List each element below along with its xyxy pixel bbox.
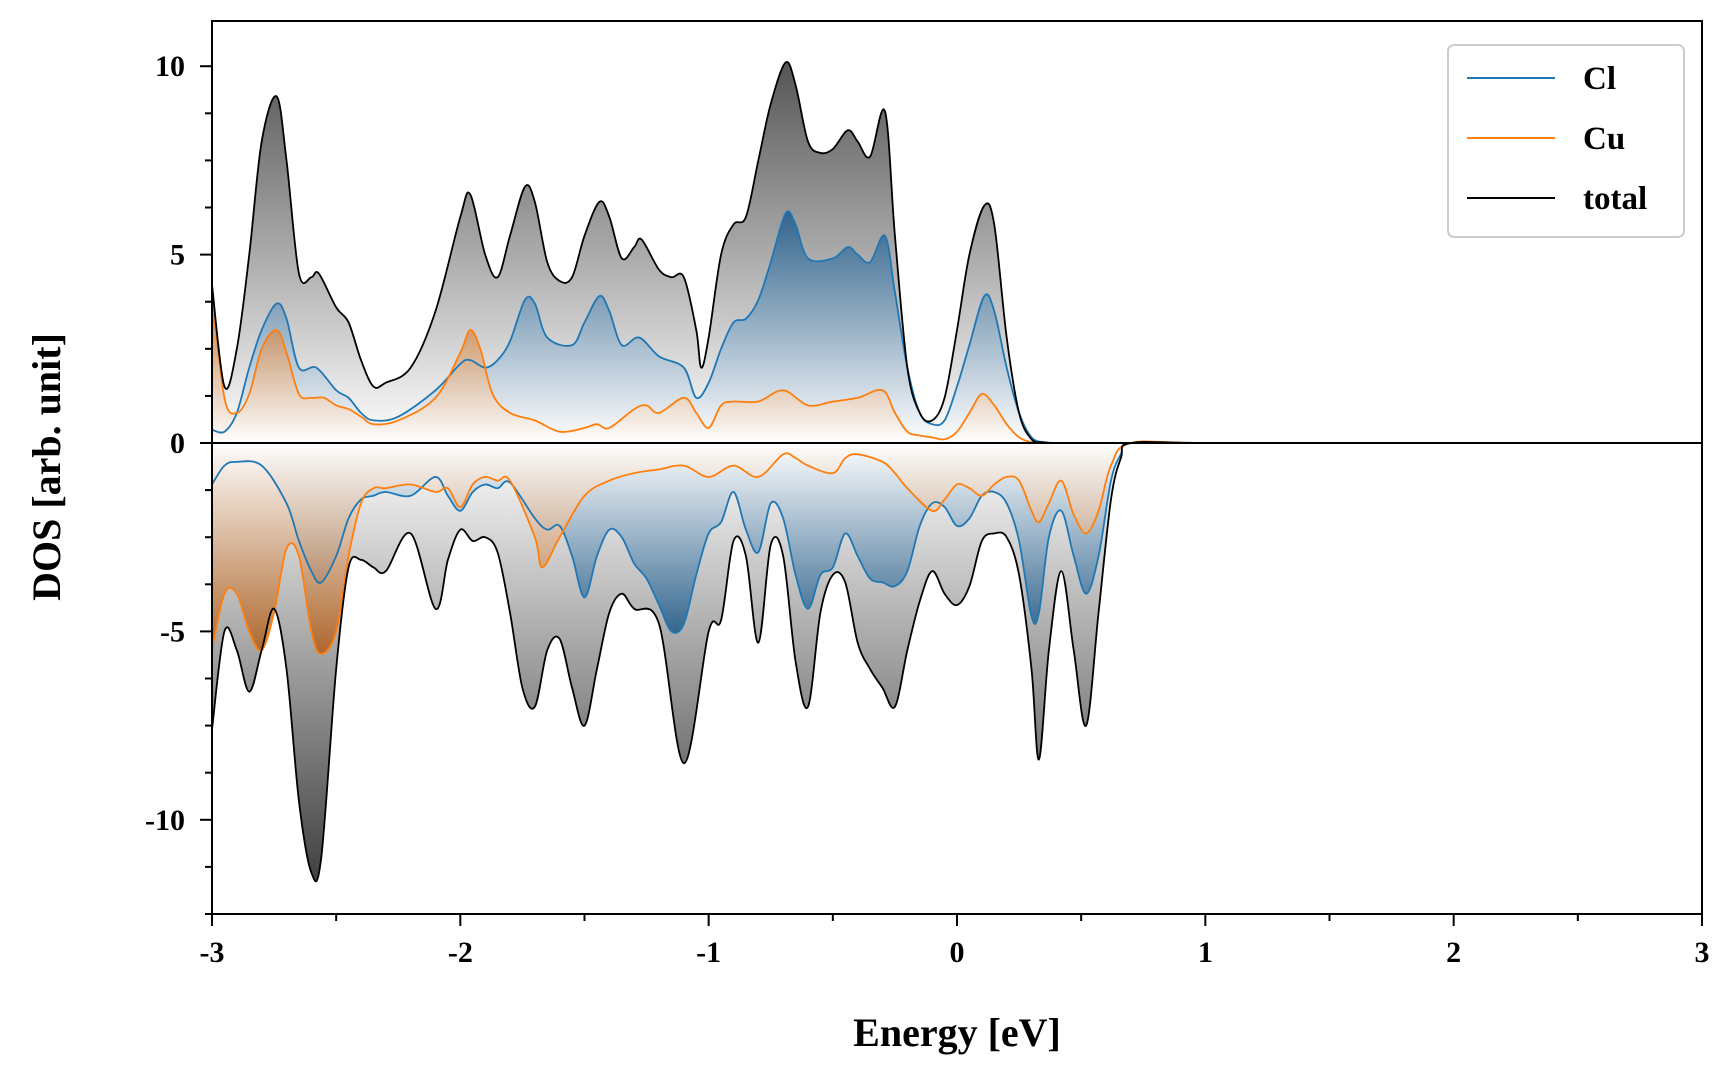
x-tick-labels: -3 -2 -1 0 1 2 3 <box>200 936 1710 969</box>
x-tick-label: 0 <box>950 936 965 969</box>
x-tick-label: -2 <box>448 936 473 969</box>
y-tick-label: 5 <box>170 239 185 272</box>
axis-ticks <box>200 65 1703 926</box>
series-lines <box>212 61 1702 883</box>
legend-label-cl: Cl <box>1583 61 1616 97</box>
legend-label-total: total <box>1583 181 1647 217</box>
y-tick-label: 0 <box>170 427 185 460</box>
x-axis-title: Energy [eV] <box>853 1010 1061 1055</box>
y-tick-label: 10 <box>155 50 185 83</box>
y-axis-title: DOS [arb. unit] <box>24 333 69 601</box>
legend-label-cu: Cu <box>1583 121 1625 157</box>
y-tick-label: -5 <box>160 615 185 648</box>
x-tick-label: 2 <box>1446 936 1461 969</box>
x-tick-label: -3 <box>200 936 225 969</box>
series-line-total-up <box>212 61 1702 444</box>
x-tick-label: -1 <box>696 936 721 969</box>
series-line-cl-down <box>212 441 1702 634</box>
series-line-cu-up <box>212 292 1702 444</box>
series-line-cl-up <box>212 210 1702 444</box>
series-fill-cl-up <box>212 211 1702 444</box>
series-line-cu-down <box>212 440 1702 655</box>
x-tick-label: 3 <box>1695 936 1710 969</box>
legend: Cl Cu total <box>1447 44 1685 238</box>
y-tick-label: -10 <box>145 804 185 837</box>
series-fill-cu-up <box>212 292 1702 444</box>
x-tick-label: 1 <box>1198 936 1213 969</box>
y-tick-labels: -10 -5 0 5 10 <box>145 50 185 837</box>
legend-box <box>1447 44 1685 238</box>
series-line-total-down <box>212 440 1702 883</box>
